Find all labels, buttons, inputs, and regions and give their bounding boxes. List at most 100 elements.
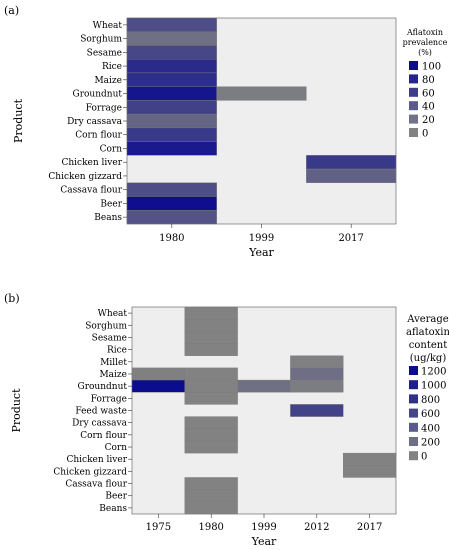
y-tick-label: Beer (100, 199, 122, 209)
panel-label: (b) (4, 292, 20, 305)
heatmap-cell (343, 452, 397, 466)
legend-label: 1200 (421, 367, 446, 378)
x-tick-label: 2017 (357, 522, 382, 533)
heatmap-cell (184, 318, 238, 332)
heatmap-cell (184, 440, 238, 454)
heatmap-cell (126, 113, 217, 129)
y-tick-label: Rice (102, 62, 122, 72)
heatmap-cell (306, 155, 397, 170)
y-tick-label: Beans (94, 213, 122, 223)
y-tick-label: Cassava flour (65, 480, 127, 490)
legend-swatch (409, 61, 418, 70)
legend-swatch (409, 408, 418, 418)
x-tick-label: 1999 (251, 522, 276, 533)
y-tick-label: Chicken liver (61, 158, 122, 168)
heatmap-cell (184, 379, 238, 393)
heatmap-cell (184, 392, 238, 405)
heatmap-cell (126, 86, 217, 101)
panel-b: (b) Wheat Sorghum Sesame Rice Millet Maize Grou… (4, 292, 449, 548)
heatmap-cell (184, 489, 238, 503)
legend-label: 100 (422, 62, 441, 73)
heatmap-cell (290, 379, 344, 393)
heatmap-cell (126, 100, 217, 115)
heatmap-cell (184, 501, 238, 515)
legend: Average aflatoxin content (ug/kg) 1200 1000 80… (406, 314, 449, 463)
y-axis-title: Product (10, 388, 23, 433)
heatmap-cell (126, 182, 217, 197)
legend-label: 600 (421, 409, 440, 420)
y-tick-label: Chicken gizzard (48, 172, 122, 182)
legend-title: Average (406, 314, 449, 325)
y-tick-label: Maize (94, 76, 122, 86)
y-tick-label: Corn flour (75, 131, 122, 141)
y-tick-label: Groundnut (78, 382, 128, 392)
heatmap-cell (343, 465, 397, 478)
legend-label: 20 (422, 115, 435, 126)
legend-swatch (409, 394, 418, 404)
legend-title: content (409, 340, 447, 351)
plot-area (131, 306, 397, 515)
y-tick-label: Groundnut (73, 90, 123, 100)
heatmap-cell (184, 331, 238, 344)
legend-swatch (409, 422, 418, 432)
heatmap-cell (126, 45, 217, 60)
heatmap-cell (126, 17, 217, 32)
y-tick-label: Maize (99, 370, 127, 380)
heatmap-cell (216, 86, 307, 101)
legend-swatch (409, 114, 418, 124)
legend-title: Aflatoxin (406, 28, 443, 37)
heatmap-cell (237, 379, 291, 393)
panel-a: (a) Wheat Sorghum Sesame Rice Maize Groundnut F… (4, 4, 448, 259)
y-tick-label: Wheat (98, 309, 128, 319)
y-tick-label: Dry cassava (72, 419, 128, 429)
legend-swatch (409, 380, 418, 390)
heatmap-cell (184, 416, 238, 429)
y-tick-label: Chicken gizzard (53, 467, 127, 477)
legend-label: 0 (422, 129, 428, 140)
heatmap-cell (126, 31, 217, 46)
legend-swatch (409, 451, 418, 461)
y-tick-label: Sorghum (80, 35, 122, 45)
y-tick-label: Forrage (91, 394, 127, 404)
heatmap-cell (126, 210, 217, 225)
heatmap-cell (184, 343, 238, 356)
y-axis-title: Product (12, 98, 25, 143)
legend-swatch (409, 74, 418, 84)
legend-label: 400 (421, 423, 440, 434)
heatmap-cell (290, 404, 344, 417)
legend-title: (ug/kg) (410, 353, 447, 364)
y-tick-label: Forrage (86, 103, 122, 113)
legend-title: prevalence (403, 38, 448, 47)
y-tick-label: Sesame (92, 333, 127, 343)
x-tick-label: 1980 (198, 522, 223, 533)
heatmap-cell (126, 72, 217, 87)
x-tick-label: 1975 (146, 522, 171, 533)
heatmap-cell (184, 428, 238, 442)
y-tick-label: Cassava flour (60, 186, 122, 196)
y-tick-label: Sesame (87, 48, 122, 58)
y-tick-label: Corn flour (80, 431, 127, 441)
y-tick-label: Corn (100, 144, 123, 154)
x-tick-label: 1980 (159, 233, 184, 244)
heatmap-cell (184, 306, 238, 320)
y-tick-label: Wheat (93, 21, 123, 31)
y-tick-label: Millet (100, 358, 127, 368)
legend-label: 80 (422, 75, 435, 86)
legend-label: 40 (422, 102, 435, 113)
y-tick-label: Corn (105, 443, 128, 453)
y-tick-label: Chicken liver (66, 455, 127, 465)
x-tick-label: 2012 (304, 522, 329, 533)
y-tick-label: Dry cassava (67, 117, 123, 127)
legend-swatch (409, 87, 418, 97)
y-tick-label: Feed waste (75, 407, 127, 417)
legend-title: (%) (418, 48, 432, 57)
heatmap-cell (131, 379, 185, 393)
heatmap-cell (184, 367, 238, 381)
legend-label: 60 (422, 88, 435, 99)
heatmap-cell (126, 141, 217, 156)
heatmap-cell (290, 367, 344, 381)
legend-swatch (409, 101, 418, 111)
y-tick-label: Beans (99, 504, 127, 514)
